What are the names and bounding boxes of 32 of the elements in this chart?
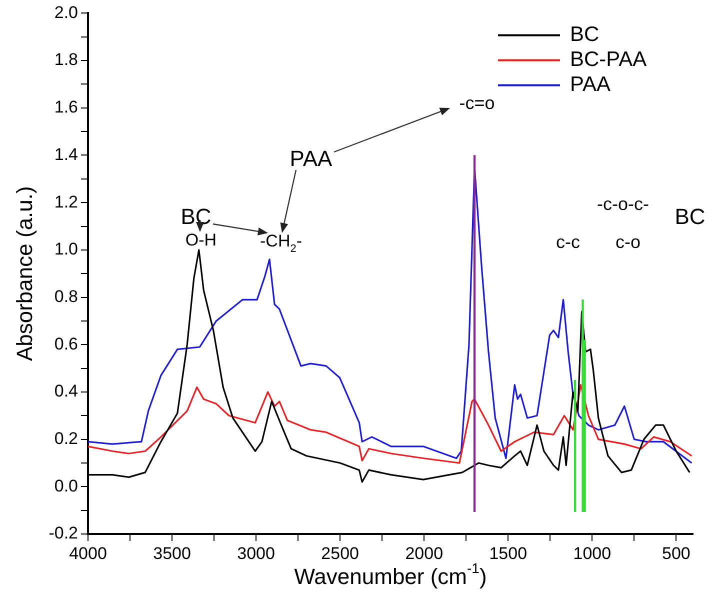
x-tick-label: 2000 [405,544,444,563]
legend-label: BC [570,22,600,46]
annotation: PAA [290,146,333,172]
annotation: c-c [556,232,580,252]
y-tick-label: 1.0 [54,240,78,259]
x-tick-label: 4000 [69,544,107,563]
y-tick-label: 0.8 [54,286,78,306]
annotation: -c=o [459,92,495,113]
y-tick-label: 0.0 [54,476,78,496]
annotation: -c-o-c- [597,194,650,214]
y-tick-label: 0.2 [54,428,78,448]
annotation: BC [180,204,212,230]
annotation: c-o [616,232,641,252]
x-tick-label: 1000 [573,544,612,563]
x-tick-label: 1500 [489,544,528,563]
legend-label: BC-PAA [570,48,647,71]
annotation: BC [674,204,706,230]
x-tick-label: 500 [662,544,690,563]
y-tick-label: 2.0 [54,2,78,22]
y-tick-label: -0.2 [48,524,78,543]
x-tick-label: 3000 [237,544,275,563]
y-axis-title: Absorbance (a.u.) [12,186,38,362]
y-tick-label: 0.6 [54,334,78,354]
legend-label: PAA [570,72,610,96]
y-tick-label: 1.2 [54,192,78,212]
y-tick-label: 1.8 [54,50,78,70]
x-tick-label: 2500 [321,544,359,563]
y-tick-label: 0.4 [54,382,78,401]
annotation: O-H [185,230,217,250]
y-tick-label: 1.6 [54,98,78,117]
y-tick-label: 1.4 [54,144,78,164]
x-tick-label: 3500 [153,544,191,563]
